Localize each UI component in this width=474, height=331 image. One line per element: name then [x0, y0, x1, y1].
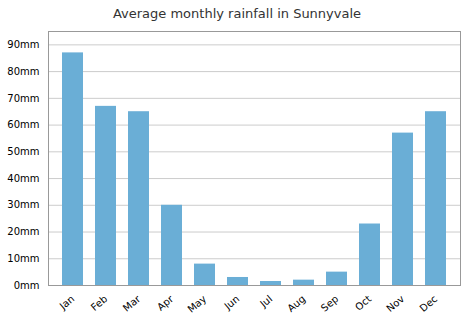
svg-text:Feb: Feb	[89, 293, 110, 313]
svg-text:0mm: 0mm	[14, 280, 40, 291]
svg-text:Jul: Jul	[257, 293, 274, 310]
svg-text:Nov: Nov	[384, 293, 406, 314]
svg-text:Apr: Apr	[155, 293, 176, 313]
svg-text:60mm: 60mm	[7, 119, 39, 130]
svg-text:90mm: 90mm	[7, 39, 39, 50]
svg-text:May: May	[185, 293, 208, 315]
svg-text:80mm: 80mm	[7, 66, 39, 77]
svg-text:Oct: Oct	[353, 293, 373, 313]
svg-text:50mm: 50mm	[7, 146, 39, 157]
svg-text:Dec: Dec	[417, 293, 439, 314]
svg-text:30mm: 30mm	[7, 199, 39, 210]
svg-text:Jan: Jan	[57, 293, 77, 312]
svg-text:Mar: Mar	[121, 293, 143, 314]
html-text:Average monthly rainfall in Su: Average monthly rainfall in Sunnyvale	[112, 6, 362, 21]
svg-text:Sep: Sep	[319, 293, 341, 314]
svg-text:Aug: Aug	[285, 293, 307, 314]
svg-text:70mm: 70mm	[7, 93, 39, 104]
svg-text:40mm: 40mm	[7, 173, 39, 184]
svg-text:10mm: 10mm	[7, 253, 39, 264]
svg-text:Jun: Jun	[222, 293, 242, 312]
svg-text:20mm: 20mm	[7, 226, 39, 237]
